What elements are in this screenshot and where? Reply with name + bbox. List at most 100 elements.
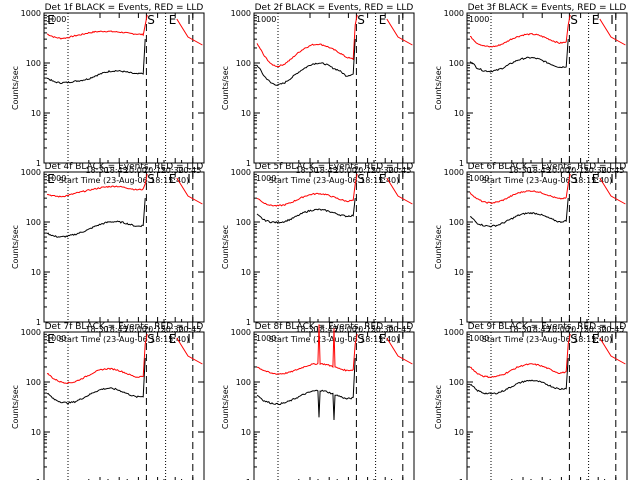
event-marker-letter: S (570, 172, 578, 186)
panel-det-5: Det 5f BLACK = Events, RED = LLD 1 10 100 10… (221, 162, 415, 344)
series-lld-line (256, 14, 413, 67)
series-events-line (256, 197, 356, 224)
y-tick-label: 1 (246, 318, 251, 327)
plot-frame (466, 12, 628, 164)
x-tick-label: 20:00 (334, 325, 357, 334)
series-events-line (46, 38, 146, 85)
event-marker-letter: E (47, 13, 55, 27)
x-tick-label: 20:45 (601, 166, 624, 175)
x-tick-label: 20:15 (566, 166, 589, 175)
y-axis-label: Counts/sec (221, 66, 230, 110)
event-marker-letter: E (47, 332, 55, 346)
series-lld-line (46, 173, 203, 205)
x-tick-label: 20:15 (353, 166, 376, 175)
x-tick-label: 20:45 (388, 166, 411, 175)
event-marker-letter: S (147, 172, 155, 186)
y-axis-label: Counts/sec (434, 66, 443, 110)
y-max-label: 1000 (469, 334, 489, 343)
x-tick-label: 18:45 (528, 166, 551, 175)
panel-det-3: Det 3f BLACK = Events, RED = LLD 1 10 100 10… (434, 3, 628, 185)
panel-title: Det 7f BLACK = Events, RED = LLD (45, 322, 204, 332)
x-tick-label: 18:30 (508, 166, 531, 175)
x-tick-label: 18:45 (315, 166, 338, 175)
y-tick-label: 10 (454, 109, 464, 118)
y-tick-label: 100 (26, 378, 41, 387)
x-axis-label: Start Time (23-Aug-06 18:15:40) (482, 335, 613, 344)
panel-title: Det 9f BLACK = Events, RED = LLD (468, 322, 627, 332)
y-tick-label: 10 (31, 428, 41, 437)
x-tick-label: 18:30 (295, 166, 318, 175)
x-tick-label: 20:30 (584, 325, 607, 334)
event-marker-letter: S (570, 332, 578, 346)
event-marker-letter: S (570, 13, 578, 27)
plot-frame (253, 12, 415, 164)
panel-title: Det 5f BLACK = Events, RED = LLD (255, 162, 414, 172)
panel-det-8: Det 8f BLACK = Events, RED = LLD11010010… (221, 322, 415, 484)
x-tick-label: 20:00 (547, 166, 570, 175)
x-tick-label: 20:15 (566, 325, 589, 334)
event-marker-letter: E (379, 172, 387, 186)
panel-det-9: Det 9f BLACK = Events, RED = LLD11010010… (434, 322, 628, 484)
plot-frame (253, 171, 415, 323)
y-tick-label: 100 (449, 59, 464, 68)
event-marker-letter: E (47, 172, 55, 186)
y-tick-label: 1000 (444, 168, 464, 177)
y-tick-label: 1 (36, 318, 41, 327)
event-marker-letter: E (592, 13, 600, 27)
y-max-label: 1000 (256, 334, 276, 343)
event-marker-letter: S (357, 332, 365, 346)
x-tick-label: 20:30 (161, 166, 184, 175)
series-lld-line (469, 333, 626, 379)
y-tick-label: 1000 (444, 328, 464, 337)
y-max-label: 1000 (46, 174, 66, 183)
y-axis-label: Counts/sec (434, 385, 443, 429)
y-max-label: 1000 (469, 15, 489, 24)
event-marker-letter: S (357, 13, 365, 27)
y-max-label: 1000 (46, 15, 66, 24)
series-lld-line (46, 333, 203, 385)
x-tick-label: 20:45 (601, 325, 624, 334)
event-marker-letter: S (357, 172, 365, 186)
series-events-line (256, 357, 356, 421)
event-marker-letter: E (169, 172, 177, 186)
y-tick-label: 10 (241, 428, 251, 437)
series-lld-line (256, 173, 413, 207)
y-tick-label: 1 (459, 159, 464, 168)
y-tick-label: 1 (36, 159, 41, 168)
series-events-line (256, 38, 356, 86)
y-tick-label: 100 (449, 378, 464, 387)
y-tick-label: 10 (31, 109, 41, 118)
series-events-line (46, 197, 146, 238)
y-max-label: 1000 (256, 15, 276, 24)
x-tick-label: 20:00 (124, 325, 147, 334)
series-lld-line (46, 14, 203, 46)
y-tick-label: 100 (236, 378, 251, 387)
event-marker-letter: I (610, 13, 614, 27)
event-marker-letter: I (187, 13, 191, 27)
y-tick-label: 10 (454, 428, 464, 437)
plot-frame (466, 171, 628, 323)
panel-det-6: Det 6f BLACK = Events, RED = LLD 1 10 100 10… (434, 162, 628, 344)
y-max-label: 1000 (256, 174, 276, 183)
event-marker-letter: I (397, 172, 401, 186)
x-tick-label: 20:30 (161, 325, 184, 334)
y-axis-label: Counts/sec (11, 225, 20, 269)
x-axis-label: Start Time (23-Aug-06 18:15:40) (482, 176, 613, 185)
y-axis-label: Counts/sec (221, 225, 230, 269)
panel-det-4: Det 4f BLACK = Events, RED = LLD 1 10 100 10… (11, 162, 205, 344)
x-tick-label: 18:45 (105, 166, 128, 175)
event-marker-letter: I (187, 172, 191, 186)
x-tick-label: 20:30 (371, 325, 394, 334)
event-marker-letter: I (610, 172, 614, 186)
x-tick-label: 20:45 (178, 166, 201, 175)
y-max-label: 1000 (469, 174, 489, 183)
x-tick-label: 18:30 (508, 325, 531, 334)
event-marker-letter: E (592, 332, 600, 346)
panel-det-1: Det 1f BLACK = Events, RED = LLD 1 10 100 10… (11, 3, 205, 185)
y-axis-label: Counts/sec (11, 66, 20, 110)
plot-frame (253, 331, 415, 483)
x-tick-label: 20:30 (584, 166, 607, 175)
panel-title: Det 6f BLACK = Events, RED = LLD (468, 162, 627, 172)
x-axis-label: Start Time (23-Aug-06 18:15:40) (59, 335, 190, 344)
